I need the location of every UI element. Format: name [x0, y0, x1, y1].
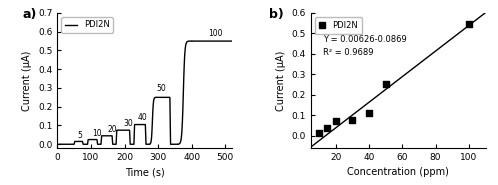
X-axis label: Time (s): Time (s): [125, 167, 164, 177]
Legend: PDI2N: PDI2N: [61, 17, 113, 33]
Y-axis label: Current (μA): Current (μA): [276, 50, 286, 111]
Text: b): b): [269, 8, 283, 21]
Point: [381, 82, 389, 85]
Text: 100: 100: [208, 29, 223, 38]
Text: 20: 20: [107, 125, 117, 134]
Text: 10: 10: [92, 129, 102, 138]
Point: [349, 118, 357, 121]
Point: [332, 120, 340, 123]
Point: [365, 112, 373, 115]
Text: R² = 0.9689: R² = 0.9689: [323, 48, 374, 57]
Legend: PDI2N: PDI2N: [315, 17, 363, 34]
Text: Y = 0.00626-0.0869: Y = 0.00626-0.0869: [323, 35, 407, 43]
Text: a): a): [22, 8, 37, 21]
Point: [465, 22, 473, 25]
Point: [315, 132, 323, 135]
X-axis label: Concentration (ppm): Concentration (ppm): [347, 167, 449, 177]
Text: 40: 40: [137, 113, 147, 122]
Point: [323, 127, 331, 130]
Text: 30: 30: [123, 119, 133, 128]
Text: 5: 5: [78, 131, 83, 140]
Y-axis label: Current (μA): Current (μA): [22, 50, 32, 111]
Text: 50: 50: [156, 84, 166, 93]
